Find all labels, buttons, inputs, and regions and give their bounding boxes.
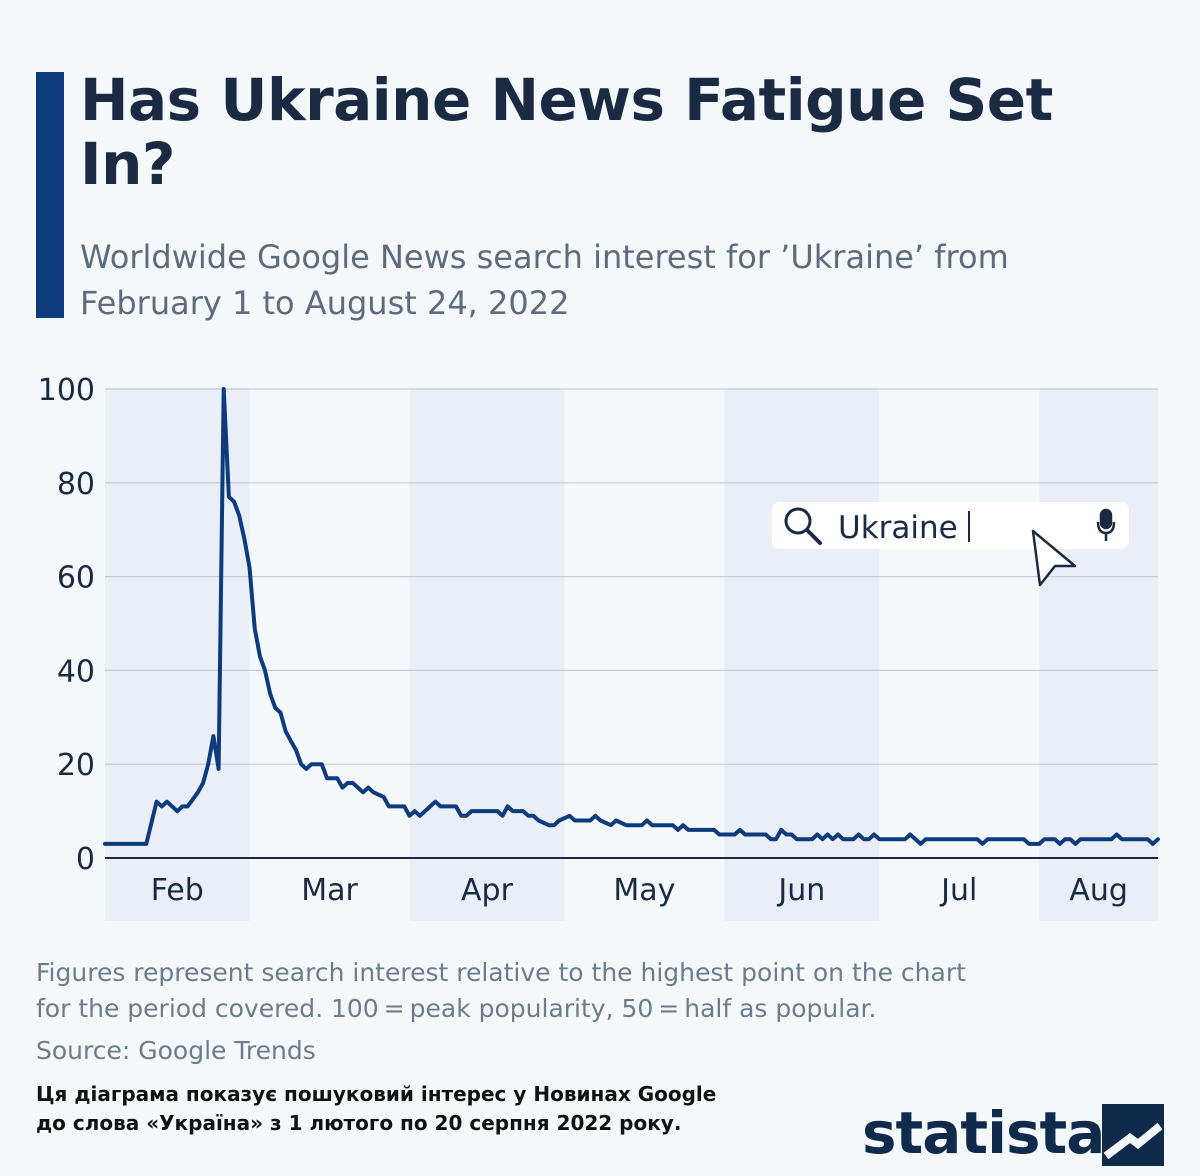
search-query: Ukraine (838, 510, 958, 546)
cursor-arrow-icon (1031, 529, 1077, 587)
x-tick-label: Feb (151, 873, 204, 908)
line-chart: 0 20 40 60 80 100 Feb Mar Apr May Jun Jul Aug Ukrai… (38, 373, 1160, 921)
page-subtitle: Worldwide Google News search interest fo… (80, 238, 1009, 322)
x-axis-ticks: Feb Mar Apr May Jun Jul Aug (151, 873, 1128, 908)
month-band-aug (1039, 389, 1158, 921)
x-tick-label: Jul (939, 873, 977, 908)
ukrainian-note-line-2: до слова «Україна» з 1 лютого по 20 серп… (36, 1111, 682, 1135)
month-band-jun (724, 389, 880, 921)
search-box: Ukraine (772, 502, 1129, 587)
ukrainian-note: Ця діаграма показує пошуковий інтерес у … (36, 1080, 856, 1138)
x-tick-label: May (613, 873, 675, 908)
search-icon (784, 507, 822, 545)
y-tick-label: 0 (76, 842, 95, 877)
x-tick-label: Aug (1069, 873, 1128, 908)
x-tick-label: Apr (461, 873, 514, 908)
y-tick-label: 20 (57, 748, 95, 783)
source-note: Source: Google Trends (36, 1036, 316, 1065)
y-tick-label: 40 (57, 654, 95, 689)
footnote-line-2: for the period covered. 100 = peak popul… (36, 994, 877, 1023)
gridlines (105, 388, 1158, 859)
month-band-apr (409, 389, 565, 921)
accent-bar (36, 72, 64, 318)
y-tick-label: 60 (57, 561, 95, 596)
footnote: Figures represent search interest relati… (36, 955, 1136, 1027)
statista-logo: statista (862, 1098, 1166, 1168)
month-shading (105, 389, 1158, 921)
page-title: Has Ukraine News Fatigue Set In? (80, 66, 1053, 198)
y-tick-label: 100 (38, 373, 95, 408)
x-tick-label: Jun (776, 873, 825, 908)
logo-text: statista (862, 1099, 1105, 1167)
footnote-line-1: Figures represent search interest relati… (36, 958, 966, 987)
y-axis-ticks: 0 20 40 60 80 100 (38, 373, 95, 877)
series-line (103, 387, 1160, 846)
month-band-feb (105, 389, 250, 921)
x-tick-label: Mar (301, 873, 358, 908)
statista-logo-icon (1102, 1104, 1164, 1166)
ukrainian-note-line-1: Ця діаграма показує пошуковий інтерес у … (36, 1082, 717, 1106)
y-tick-label: 80 (57, 467, 95, 502)
microphone-icon (1096, 508, 1116, 541)
